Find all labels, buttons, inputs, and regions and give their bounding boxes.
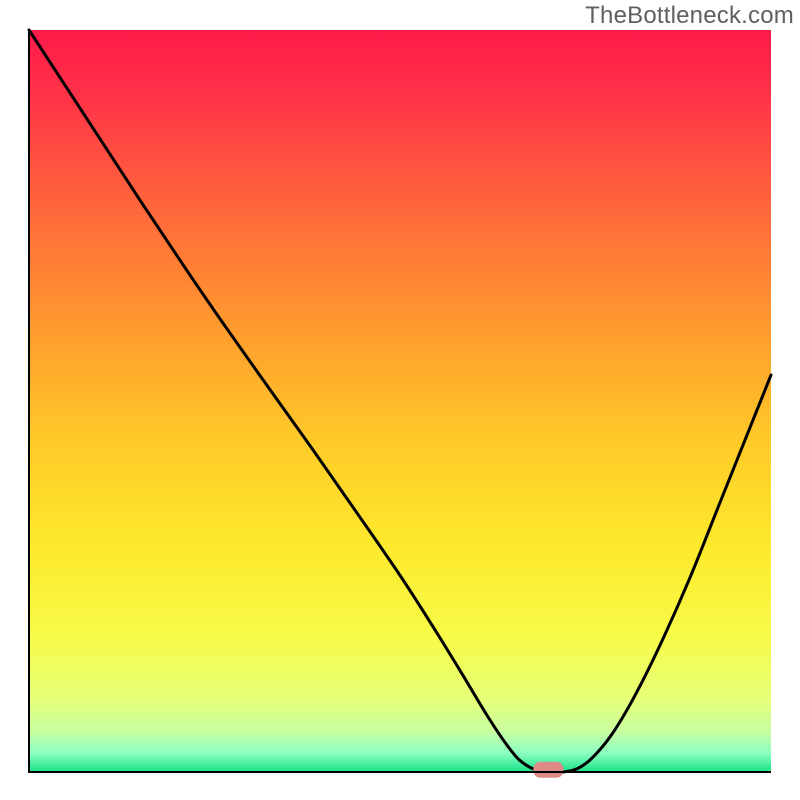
plot-background: [29, 30, 771, 772]
chart-container: TheBottleneck.com: [0, 0, 800, 800]
optimal-marker: [533, 762, 563, 778]
bottleneck-chart: [0, 0, 800, 800]
watermark-text: TheBottleneck.com: [585, 2, 794, 30]
